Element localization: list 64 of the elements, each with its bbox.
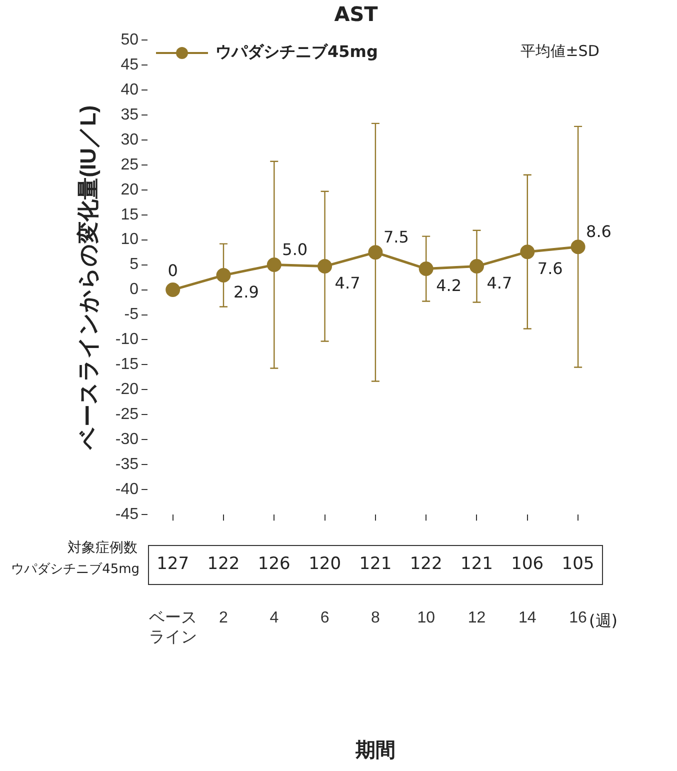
- y-tick-label: 40: [120, 81, 139, 98]
- text: 121: [460, 554, 494, 574]
- point: [216, 268, 231, 283]
- point: [520, 244, 535, 260]
- legend-label: ウパダシチニブ45mg: [216, 42, 378, 63]
- text: ウパダシチニブ45mg: [11, 560, 140, 578]
- point: [266, 258, 282, 272]
- y-tick-label: 50: [120, 31, 139, 48]
- x-tick-label: 10: [417, 610, 436, 627]
- data-label: 4.7: [486, 273, 512, 292]
- y-tick-label: -5: [124, 306, 139, 324]
- y-tick-label: -45: [115, 506, 139, 524]
- y-tick-label: -15: [115, 356, 139, 374]
- y-tick-label: 20: [120, 181, 139, 198]
- data-label: 4.2: [436, 276, 462, 295]
- x-tick-label: 4: [270, 610, 279, 627]
- text: 126: [256, 554, 292, 574]
- y-tick-label: 25: [120, 156, 139, 174]
- y-tick-label: 10: [120, 231, 139, 248]
- text: 122: [408, 554, 444, 574]
- text: (週): [589, 610, 618, 632]
- point: [418, 262, 434, 276]
- y-tick-label: 45: [120, 56, 139, 74]
- y-tick-label: -25: [115, 406, 139, 424]
- point: [166, 282, 180, 298]
- data-label: 5.0: [282, 240, 308, 259]
- text: 105: [560, 554, 596, 574]
- data-label: 7.6: [537, 258, 563, 278]
- data-label: 0: [168, 260, 178, 280]
- x-tick-label: 2: [219, 610, 228, 627]
- chart-title: AST: [334, 2, 378, 26]
- x-tick-label: 8: [370, 610, 380, 627]
- x-tick-label: ベースライン: [148, 610, 197, 646]
- y-tick-label: -10: [115, 331, 139, 348]
- text: 122: [206, 554, 241, 574]
- x-tick-label: 12: [468, 610, 486, 627]
- y-tick-label: 15: [120, 206, 139, 224]
- data-label: 7.5: [383, 227, 409, 246]
- text: 120: [308, 554, 342, 574]
- point: [318, 259, 332, 274]
- y-tick-label: -35: [115, 456, 139, 474]
- x-tick-label: 14: [518, 610, 536, 627]
- x-axis-title: 期間: [354, 740, 396, 762]
- point: [570, 240, 586, 254]
- data-label: 2.9: [234, 282, 259, 302]
- point: [469, 259, 484, 274]
- annotation: 平均値±SD: [520, 42, 600, 61]
- text: 106: [510, 554, 545, 574]
- text: 127: [156, 554, 190, 574]
- y-axis-title: ベースラインからの変化量(IU／L): [75, 105, 100, 450]
- y-tick-label: -20: [115, 381, 139, 398]
- text: 対象症例数: [68, 538, 138, 557]
- data-label: 4.7: [334, 273, 360, 292]
- point: [368, 245, 383, 260]
- y-tick-label: -40: [115, 481, 139, 498]
- y-tick-label: 30: [120, 131, 139, 148]
- x-tick-label: 16: [569, 610, 588, 627]
- y-tick-label: 0: [130, 281, 139, 298]
- data-label: 8.6: [586, 222, 612, 241]
- y-tick-label: 5: [130, 256, 139, 274]
- x-tick-label: 6: [320, 610, 330, 627]
- text: 121: [358, 554, 393, 574]
- y-tick-label: -30: [115, 431, 139, 448]
- y-tick-label: 35: [120, 106, 139, 124]
